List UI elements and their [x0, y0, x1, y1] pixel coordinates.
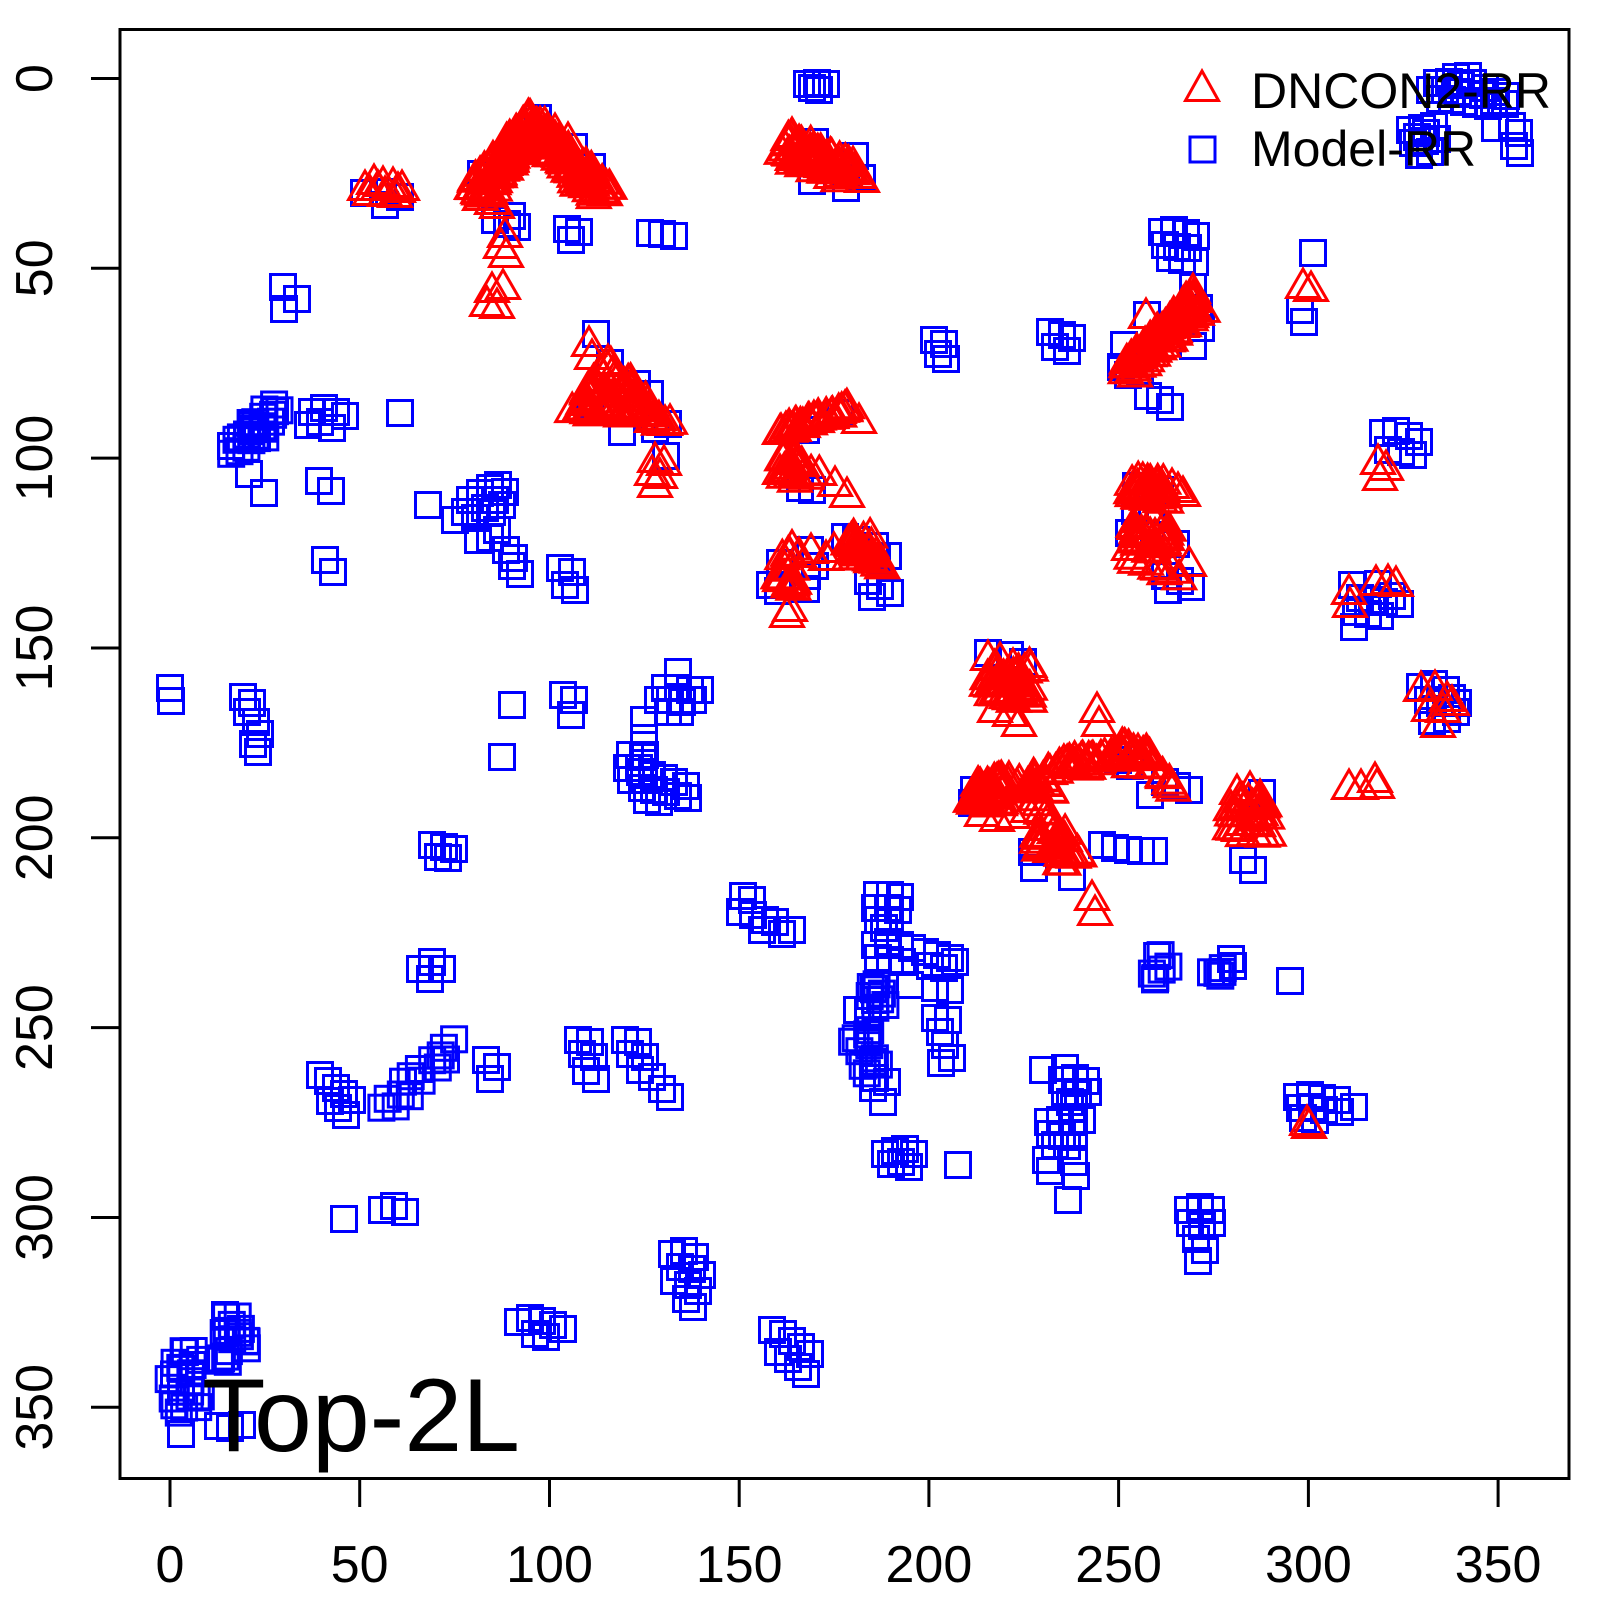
svg-text:Top-2L: Top-2L: [202, 1358, 520, 1474]
svg-text:200: 200: [6, 794, 64, 881]
svg-text:100: 100: [506, 1536, 593, 1594]
svg-text:350: 350: [1455, 1536, 1542, 1594]
svg-text:0: 0: [156, 1536, 185, 1594]
svg-text:DNCON2-RR: DNCON2-RR: [1251, 63, 1551, 119]
svg-text:50: 50: [331, 1536, 389, 1594]
svg-text:300: 300: [6, 1174, 64, 1261]
svg-text:350: 350: [6, 1364, 64, 1451]
svg-text:300: 300: [1265, 1536, 1352, 1594]
svg-text:150: 150: [6, 605, 64, 692]
svg-text:150: 150: [696, 1536, 783, 1594]
svg-text:0: 0: [6, 64, 64, 93]
svg-text:250: 250: [6, 984, 64, 1071]
svg-text:200: 200: [886, 1536, 973, 1594]
svg-text:250: 250: [1075, 1536, 1162, 1594]
svg-text:50: 50: [6, 239, 64, 297]
svg-text:Model-RR: Model-RR: [1251, 121, 1476, 177]
svg-text:100: 100: [6, 415, 64, 502]
